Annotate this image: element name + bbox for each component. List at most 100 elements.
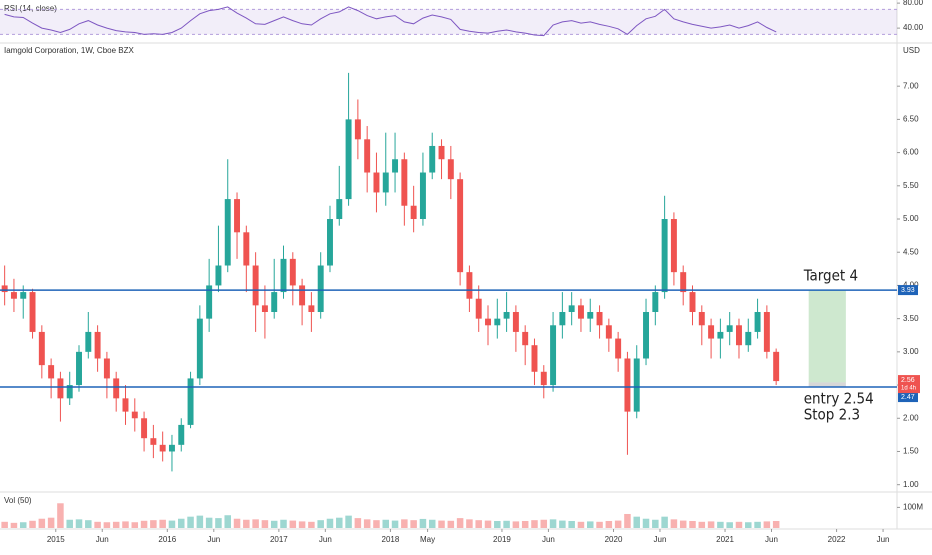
candle-body bbox=[66, 385, 73, 399]
volume-bar bbox=[568, 520, 575, 528]
volume-bar bbox=[633, 516, 640, 528]
volume-bar bbox=[122, 521, 129, 528]
y-tick-label: 7.00 bbox=[903, 81, 919, 90]
price-label: 2.56 bbox=[901, 377, 915, 384]
level-label: 3.93 bbox=[901, 287, 915, 294]
x-tick-label: 2021 bbox=[716, 535, 734, 544]
volume-bar bbox=[131, 522, 139, 528]
candle-body bbox=[596, 312, 603, 326]
volume-bar bbox=[94, 521, 101, 528]
y-tick-label: 6.00 bbox=[903, 148, 919, 157]
volume-bar bbox=[150, 520, 157, 528]
target-zone bbox=[808, 290, 846, 383]
volume-bar bbox=[540, 519, 548, 528]
volume-bar bbox=[466, 519, 473, 528]
candle-body bbox=[773, 351, 780, 382]
candle-body bbox=[689, 292, 696, 312]
candle-body bbox=[736, 325, 742, 346]
volume-bar bbox=[726, 522, 733, 528]
volume-bar bbox=[763, 521, 771, 528]
x-tick-label: Jun bbox=[207, 535, 220, 544]
candle-body bbox=[429, 145, 436, 173]
candle-body bbox=[587, 312, 594, 319]
candle-body bbox=[10, 292, 17, 299]
y-tick-label: 5.50 bbox=[903, 181, 919, 190]
volume-bar bbox=[112, 521, 120, 528]
candle-body bbox=[206, 285, 213, 319]
volume-bar bbox=[85, 520, 92, 528]
candle-body bbox=[466, 272, 473, 299]
candle-body bbox=[187, 378, 194, 425]
candle-body bbox=[354, 119, 361, 140]
volume-bar bbox=[19, 522, 27, 528]
y-tick-label: 5.00 bbox=[903, 214, 919, 223]
candle-body bbox=[698, 312, 705, 326]
candle-body bbox=[643, 312, 650, 359]
candle-body bbox=[38, 331, 45, 366]
volume-bar bbox=[345, 515, 352, 528]
volume-bar bbox=[168, 520, 176, 528]
candle-body bbox=[317, 265, 324, 312]
candle-body bbox=[243, 232, 250, 266]
candle-body bbox=[327, 219, 333, 266]
candle-body bbox=[708, 325, 715, 339]
volume-bar bbox=[66, 519, 73, 528]
y-tick-label: 1.00 bbox=[903, 480, 919, 489]
rsi-tick-label: 80.00 bbox=[903, 0, 924, 7]
annotation: entry 2.54 bbox=[804, 390, 874, 408]
candle-body bbox=[419, 172, 426, 220]
candle-body bbox=[113, 378, 120, 399]
volume-bar bbox=[140, 520, 148, 528]
candle-body bbox=[57, 378, 64, 399]
candle-body bbox=[1, 285, 8, 293]
candle-body bbox=[568, 305, 575, 312]
volume-bar bbox=[549, 519, 557, 528]
volume-bar bbox=[1, 521, 8, 528]
candle-body bbox=[485, 318, 491, 326]
candle-body bbox=[94, 331, 101, 359]
candle-body bbox=[261, 305, 268, 312]
volume-bar bbox=[484, 520, 492, 528]
volume-bar bbox=[298, 521, 306, 528]
candle-body bbox=[410, 205, 417, 220]
level-label-box bbox=[898, 392, 918, 403]
y-tick-label: 1.50 bbox=[903, 447, 919, 456]
candle-body bbox=[178, 424, 185, 445]
x-tick-label: 2015 bbox=[47, 535, 65, 544]
vol-title: Vol (50) bbox=[4, 496, 32, 505]
volume-bar bbox=[735, 521, 743, 528]
y-tick-label: 3.50 bbox=[903, 314, 919, 323]
volume-bar bbox=[596, 521, 603, 528]
x-tick-label: 2017 bbox=[270, 535, 288, 544]
candle-body bbox=[494, 318, 501, 326]
candle-body bbox=[252, 265, 259, 306]
volume-bar bbox=[382, 519, 390, 528]
x-tick-label: Jun bbox=[319, 535, 332, 544]
candle-body bbox=[615, 338, 622, 359]
candle-body bbox=[680, 272, 687, 293]
rsi-band bbox=[0, 9, 897, 35]
volume-bar bbox=[447, 520, 455, 528]
x-tick-label: 2016 bbox=[158, 535, 176, 544]
volume-bar bbox=[577, 521, 585, 528]
volume-bar bbox=[670, 519, 678, 528]
volume-bar bbox=[419, 518, 427, 528]
volume-bar bbox=[559, 520, 566, 528]
candle-body bbox=[726, 325, 733, 332]
volume-bar bbox=[336, 517, 343, 528]
candle-body bbox=[382, 172, 389, 193]
volume-bar bbox=[373, 520, 380, 528]
rsi-title: RSI (14, close) bbox=[4, 4, 57, 13]
candle-body bbox=[717, 331, 724, 339]
volume-bar bbox=[642, 518, 650, 528]
volume-bar bbox=[252, 519, 259, 528]
volume-bar bbox=[103, 522, 111, 528]
candle-body bbox=[299, 285, 306, 306]
candle-body bbox=[624, 358, 631, 412]
volume-bar bbox=[438, 520, 445, 528]
volume-bar bbox=[57, 503, 64, 528]
volume-bar bbox=[428, 519, 436, 528]
volume-bar bbox=[47, 517, 55, 528]
volume-bar bbox=[410, 520, 417, 528]
